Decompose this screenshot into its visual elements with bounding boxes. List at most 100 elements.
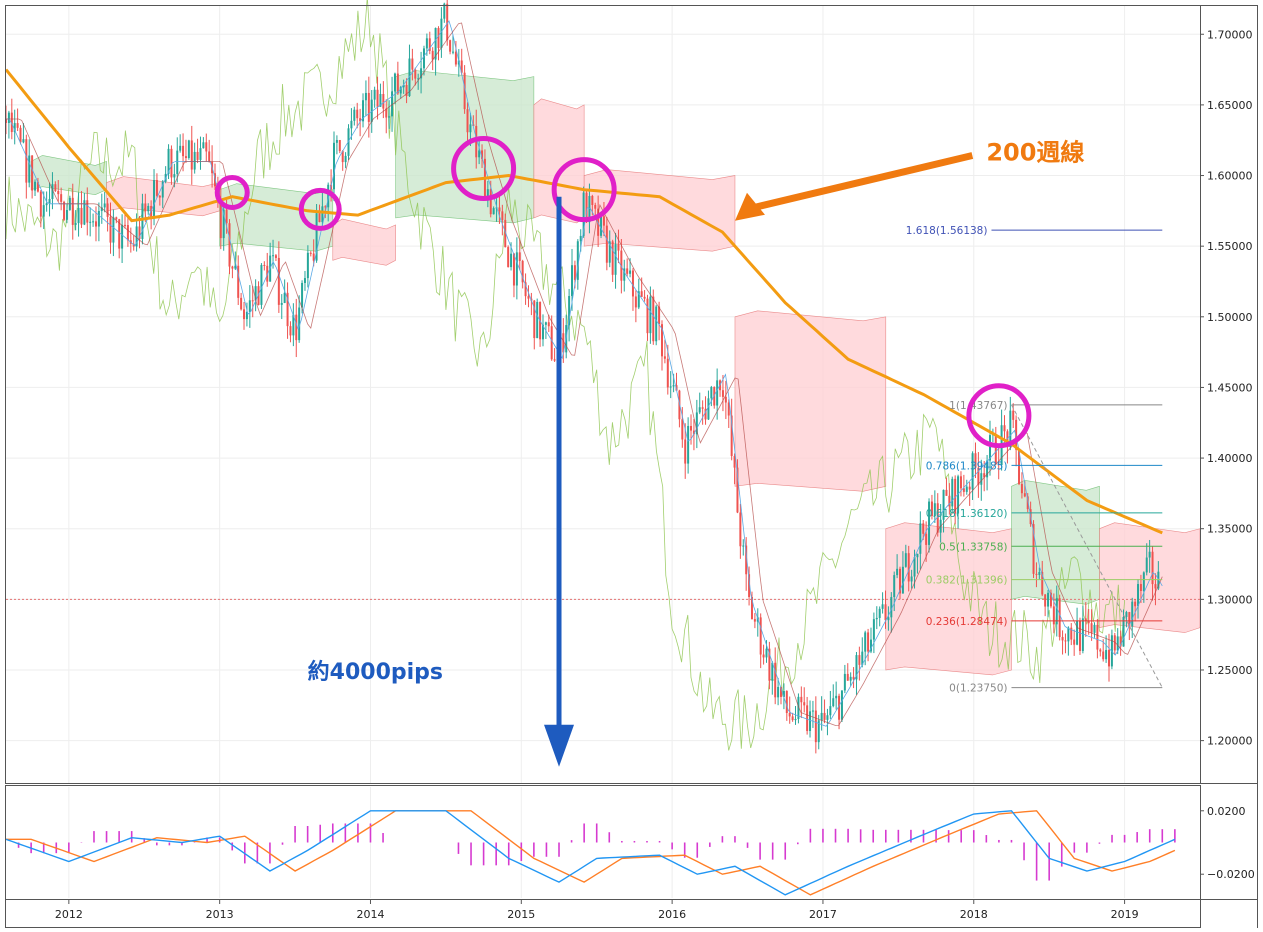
candle-body	[524, 282, 527, 297]
candle-body	[527, 296, 530, 299]
candle-body	[364, 92, 367, 101]
candle-body	[1151, 551, 1154, 585]
candle-body	[251, 300, 254, 302]
candle-body	[150, 205, 153, 219]
candle-body	[727, 402, 730, 416]
candle-body	[34, 181, 37, 191]
candle-body	[36, 181, 39, 192]
candle-body	[890, 597, 893, 618]
candle-body	[234, 265, 237, 269]
candle-body	[820, 712, 823, 721]
candle-body	[782, 691, 785, 697]
chikou-span	[5, 0, 1125, 751]
candle-body	[672, 385, 675, 387]
candle-body	[780, 686, 783, 697]
candle-body	[814, 710, 817, 743]
candle-body	[901, 566, 904, 594]
candle-body	[1134, 601, 1137, 607]
candle-body	[449, 40, 452, 52]
candle-body	[109, 216, 112, 243]
fib-level-label: 0.618(1.36120)	[926, 508, 1008, 520]
time-tick-label: 2014	[356, 908, 384, 921]
candle-body	[983, 473, 986, 478]
candle-body	[541, 324, 544, 340]
candle-body	[562, 333, 565, 353]
candle-body	[724, 396, 727, 403]
candle-body	[663, 356, 666, 359]
candle-body	[922, 523, 925, 534]
candle-body	[832, 698, 835, 707]
candle-body	[19, 127, 22, 143]
candle-body	[643, 296, 646, 299]
candle-body	[695, 412, 698, 435]
candle-body	[1119, 636, 1122, 647]
candle-body	[402, 84, 405, 88]
ma200-arrow-head	[734, 192, 765, 221]
candle-body	[521, 260, 524, 283]
candle-body	[405, 84, 408, 97]
fib-trend-line	[1011, 404, 1163, 688]
candle-body	[748, 574, 751, 597]
candle-body	[1009, 410, 1012, 447]
candle-body	[1049, 592, 1052, 607]
candle-body	[434, 28, 437, 60]
candle-body	[495, 207, 498, 209]
candle-body	[550, 326, 553, 360]
candle-body	[1148, 551, 1151, 558]
candle-body	[260, 264, 263, 305]
candle-body	[1032, 524, 1035, 574]
highlight-circle	[966, 383, 1032, 449]
candle-body	[855, 655, 858, 680]
candle-body	[318, 213, 321, 223]
candle-body	[600, 216, 603, 236]
candle-body	[919, 523, 922, 554]
candle-body	[324, 206, 327, 208]
candle-body	[309, 252, 312, 254]
candle-body	[489, 189, 492, 215]
time-tick-label: 2018	[960, 908, 988, 921]
candle-body	[1090, 623, 1093, 633]
candle-body	[602, 216, 605, 226]
candle-body	[379, 94, 382, 107]
candle-body	[274, 255, 277, 258]
candle-body	[768, 648, 771, 681]
candle-body	[1093, 624, 1096, 633]
candle-body	[126, 225, 129, 241]
kijun-line	[6, 22, 1163, 726]
candle-body	[910, 576, 913, 582]
candle-body	[1122, 616, 1125, 647]
candle-body	[184, 156, 187, 159]
candle-body	[97, 210, 100, 227]
candle-body	[954, 478, 957, 514]
candle-body	[254, 286, 257, 301]
candle-body	[57, 190, 60, 195]
candle-body	[341, 151, 344, 163]
candle-body	[510, 253, 513, 268]
candle-body	[63, 201, 66, 220]
candle-body	[759, 617, 762, 655]
candle-body	[121, 224, 124, 249]
candle-body	[486, 189, 489, 201]
candle-body	[332, 142, 335, 190]
candle-body	[658, 306, 661, 325]
candle-body	[147, 205, 150, 212]
candle-body	[16, 123, 19, 128]
candle-body	[1131, 601, 1134, 627]
candle-body	[875, 617, 878, 620]
candle-body	[913, 557, 916, 577]
candle-body	[614, 244, 617, 275]
price-tick-label: 1.45000	[1207, 381, 1253, 394]
candle-body	[518, 252, 521, 261]
candle-body	[501, 211, 504, 220]
candle-body	[988, 435, 991, 461]
candle-body	[1047, 592, 1050, 607]
candle-body	[858, 655, 861, 665]
candle-body	[71, 197, 74, 225]
candle-body	[460, 60, 463, 73]
candle-body	[660, 324, 663, 357]
candle-body	[974, 453, 977, 468]
candle-body	[817, 720, 820, 743]
candle-body	[571, 265, 574, 297]
candle-body	[980, 473, 983, 485]
candle-body	[568, 296, 571, 326]
